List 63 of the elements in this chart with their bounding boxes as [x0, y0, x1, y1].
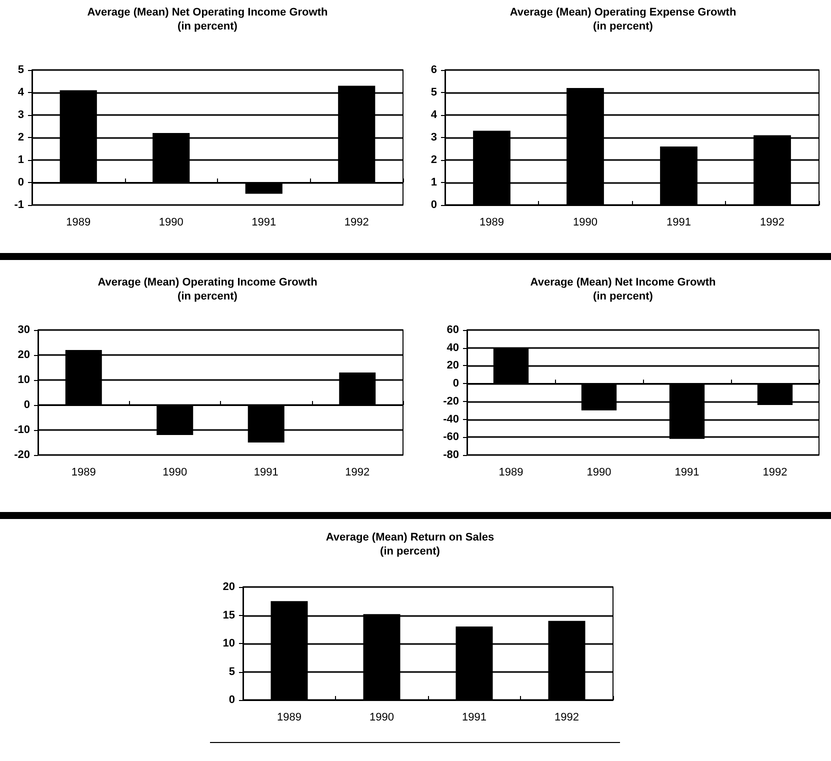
x-tick-label: 1989	[498, 466, 524, 478]
x-tick-label: 1989	[71, 466, 96, 478]
x-tick-label: 1992	[760, 216, 784, 228]
y-tick-label: 0	[228, 694, 235, 706]
x-tick-label: 1990	[573, 216, 598, 228]
y-tick-label: 20	[222, 581, 235, 593]
y-tick-label: 1	[430, 176, 437, 188]
y-tick-label: -60	[443, 431, 459, 444]
x-tick-label: 1991	[666, 216, 691, 228]
y-tick-label: 5	[430, 86, 437, 98]
y-tick-label: 0	[452, 378, 459, 390]
chart-title: Average (Mean) Net Operating Income Growth	[87, 6, 328, 18]
x-tick-label: 1991	[674, 466, 700, 478]
x-tick-label: 1989	[480, 216, 504, 228]
y-tick-label: -1	[14, 199, 24, 211]
y-tick-label: 3	[18, 109, 24, 121]
y-tick-label: 6	[430, 64, 437, 76]
chart-title: Average (Mean) Net Income Growth	[530, 276, 716, 288]
y-tick-label: 10	[222, 638, 235, 650]
y-tick-label: 3	[430, 132, 437, 144]
y-tick-label: 0	[430, 199, 437, 211]
x-tick-label: 1990	[370, 712, 394, 724]
y-tick-label: -20	[14, 449, 30, 461]
y-tick-label: 60	[446, 324, 459, 336]
chart-subtitle: (in percent)	[380, 546, 440, 558]
y-tick-label: 20	[18, 349, 30, 361]
x-tick-label: 1991	[462, 712, 486, 724]
chart-subtitle: (in percent)	[178, 290, 238, 302]
chart-title: Average (Mean) Return on Sales	[326, 532, 494, 544]
y-tick-label: 4	[430, 109, 438, 121]
x-tick-label: 1992	[554, 712, 579, 724]
y-tick-label: 0	[24, 399, 30, 411]
x-tick-label: 1991	[254, 466, 278, 478]
y-tick-label: 20	[446, 360, 459, 372]
x-tick-label: 1990	[162, 466, 188, 478]
x-tick-label: 1989	[66, 216, 91, 228]
y-tick-label: 1	[18, 154, 24, 166]
chart-subtitle: (in percent)	[593, 20, 654, 32]
y-tick-label: -20	[443, 395, 459, 408]
chart-subtitle: (in percent)	[178, 20, 238, 32]
x-tick-label: 1990	[586, 466, 612, 478]
y-tick-label: 15	[222, 609, 235, 622]
y-tick-label: 2	[430, 154, 437, 166]
x-tick-label: 1990	[158, 216, 184, 228]
y-tick-label: -80	[443, 449, 459, 461]
x-tick-label: 1989	[277, 712, 302, 724]
y-tick-label: -10	[14, 424, 30, 436]
y-tick-label: 40	[446, 342, 459, 354]
y-tick-label: 4	[18, 86, 25, 98]
x-tick-label: 1991	[252, 216, 276, 228]
y-tick-label: 5	[18, 64, 24, 76]
chart-title: Average (Mean) Operating Income Growth	[98, 276, 318, 288]
y-tick-label: 2	[18, 132, 24, 144]
y-tick-label: -40	[443, 413, 459, 426]
y-tick-label: 30	[18, 324, 30, 336]
y-tick-label: 5	[228, 666, 235, 678]
chart-title: Average (Mean) Operating Expense Growth	[510, 6, 736, 18]
y-tick-label: 10	[18, 374, 30, 386]
x-tick-label: 1992	[345, 466, 370, 478]
y-tick-label: 0	[18, 176, 24, 188]
chart-subtitle: (in percent)	[593, 290, 654, 302]
x-tick-label: 1992	[344, 216, 369, 228]
x-tick-label: 1992	[762, 466, 788, 478]
